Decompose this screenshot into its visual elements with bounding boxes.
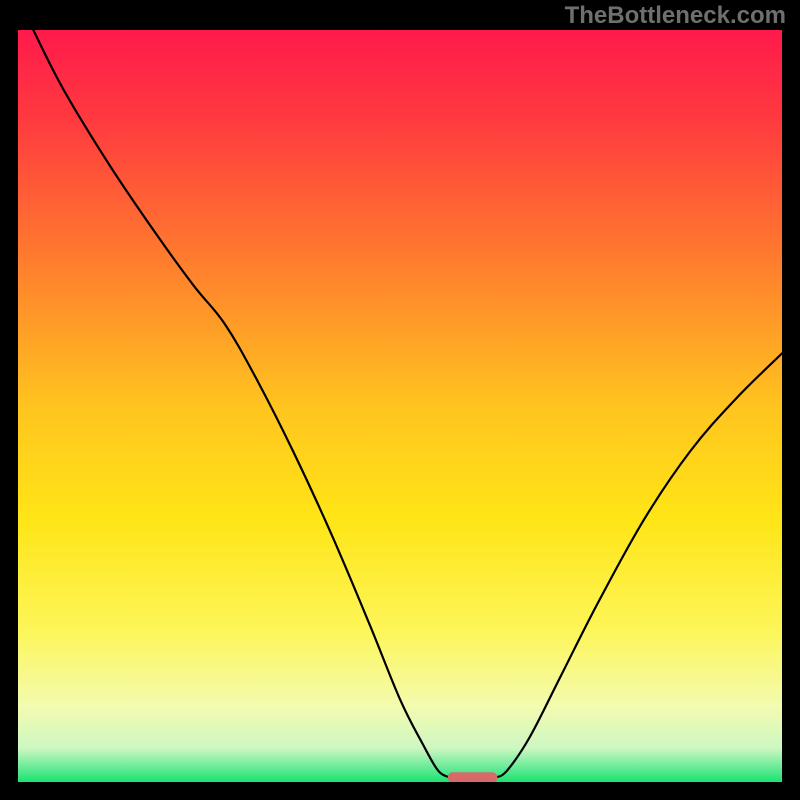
plot-area [18,30,782,782]
chart-frame: TheBottleneck.com [0,0,800,800]
plot-svg [18,30,782,782]
watermark-text: TheBottleneck.com [565,2,786,30]
gradient-background [18,30,782,782]
bottom-marker [448,772,498,782]
